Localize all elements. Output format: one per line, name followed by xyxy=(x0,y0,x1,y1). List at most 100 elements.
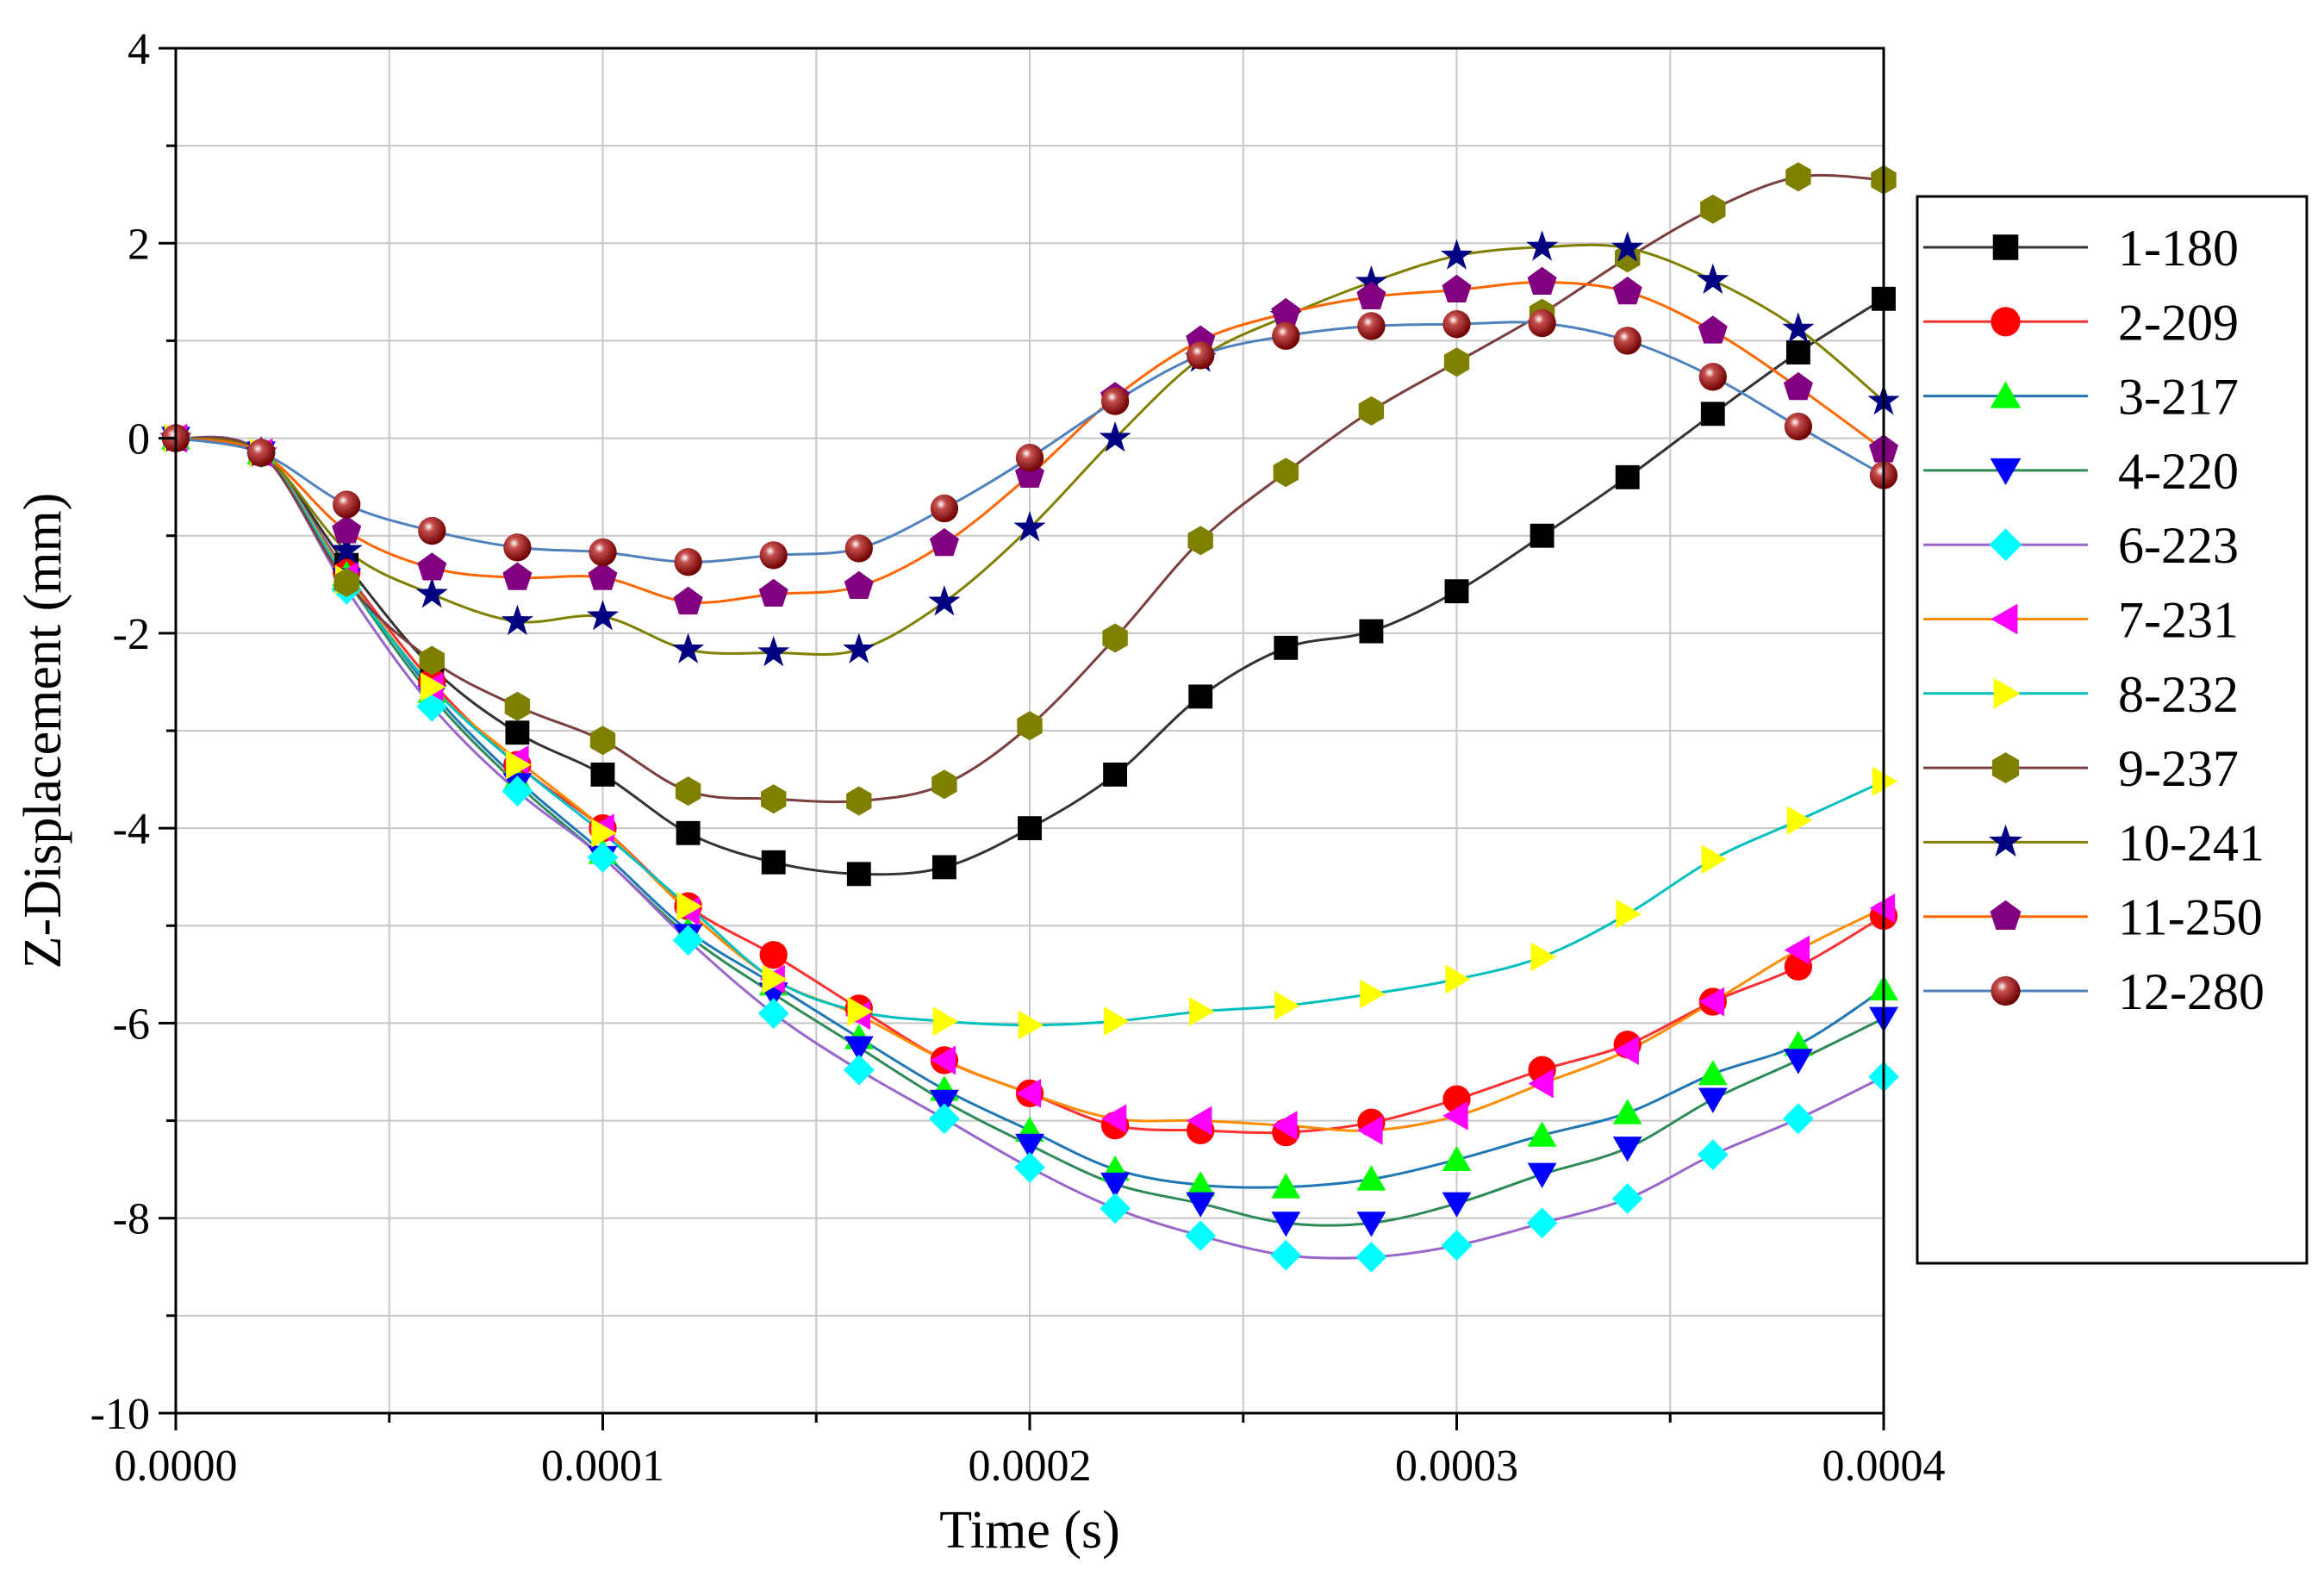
y-tick-label: -6 xyxy=(113,1000,150,1049)
data-point-1-180 xyxy=(1359,619,1384,644)
data-point-10-241 xyxy=(1440,239,1474,270)
data-point-6-223 xyxy=(1270,1239,1302,1271)
legend-item: 3-217 xyxy=(1923,369,2239,426)
data-point-8-232 xyxy=(1530,942,1556,972)
data-point-12-280 xyxy=(1528,308,1556,338)
data-point-9-237 xyxy=(675,776,701,807)
data-point-11-250 xyxy=(673,586,703,615)
data-point-4-220 xyxy=(1271,1212,1301,1237)
data-point-12-280 xyxy=(246,439,276,467)
data-point-6-223 xyxy=(1014,1152,1045,1183)
data-point-11-250 xyxy=(1271,297,1301,327)
data-point-9-237 xyxy=(504,691,531,721)
legend: 1-180 2-209 3-217 4-220 6-223 7-231 8-232 9-237… xyxy=(1916,195,2308,1265)
data-point-3-217 xyxy=(1527,1121,1557,1147)
data-point-12-280 xyxy=(1442,310,1471,339)
legend-label: 1-180 xyxy=(2118,220,2239,277)
data-point-9-237 xyxy=(1785,162,1811,192)
data-point-6-223 xyxy=(929,1103,960,1135)
data-point-10-241 xyxy=(928,585,961,616)
data-point-10-241 xyxy=(330,533,363,564)
data-point-11-250 xyxy=(1356,281,1386,309)
data-point-11-250 xyxy=(758,578,788,607)
data-point-3-217 xyxy=(1186,1171,1216,1197)
legend-marker xyxy=(1993,677,2021,709)
x-axis-label: Time (s) xyxy=(939,1501,1120,1560)
data-point-6-223 xyxy=(844,1054,875,1086)
data-point-6-223 xyxy=(1185,1220,1216,1251)
data-point-12-280 xyxy=(503,533,532,562)
data-point-6-223 xyxy=(1100,1193,1131,1224)
legend-label: 2-209 xyxy=(2118,294,2239,351)
data-point-11-250 xyxy=(417,552,447,581)
data-point-9-237 xyxy=(1017,711,1043,741)
data-point-7-231 xyxy=(1784,935,1810,965)
data-point-10-241 xyxy=(1697,263,1729,295)
legend-label: 9-237 xyxy=(2118,740,2239,797)
data-point-12-280 xyxy=(589,538,617,567)
data-point-8-232 xyxy=(1786,806,1812,835)
data-point-6-223 xyxy=(502,776,533,807)
data-point-9-237 xyxy=(1700,194,1726,224)
data-point-6-223 xyxy=(757,998,789,1029)
data-point-9-237 xyxy=(761,784,787,814)
data-point-7-231 xyxy=(930,1045,956,1075)
data-point-4-220 xyxy=(1100,1172,1130,1199)
data-point-11-250 xyxy=(1527,266,1557,295)
data-point-1-180 xyxy=(846,862,871,887)
data-point-6-223 xyxy=(1783,1103,1814,1135)
data-point-12-280 xyxy=(930,494,959,523)
data-point-12-280 xyxy=(844,534,873,563)
data-point-12-280 xyxy=(1187,341,1215,370)
data-point-11-250 xyxy=(502,562,533,590)
data-point-8-232 xyxy=(421,672,446,701)
legend-item: 6-223 xyxy=(1923,517,2239,574)
data-point-8-232 xyxy=(762,964,788,994)
data-point-12-280 xyxy=(1100,387,1130,415)
data-point-7-231 xyxy=(1528,1068,1554,1099)
data-point-10-241 xyxy=(1099,421,1131,452)
data-point-8-232 xyxy=(1701,844,1727,875)
data-point-4-220 xyxy=(1698,1087,1728,1113)
data-point-3-217 xyxy=(1612,1099,1642,1124)
data-point-8-232 xyxy=(1274,991,1300,1020)
data-point-9-237 xyxy=(931,769,957,800)
data-point-8-232 xyxy=(847,996,873,1026)
data-point-7-231 xyxy=(1272,1111,1298,1141)
data-point-1-180 xyxy=(1785,340,1810,364)
data-point-9-237 xyxy=(846,786,872,816)
data-point-9-237 xyxy=(333,568,359,597)
x-tick-label: 0.0002 xyxy=(969,1442,1092,1491)
legend-label: 3-217 xyxy=(2118,369,2239,426)
data-point-8-232 xyxy=(1445,964,1471,994)
legend-marker xyxy=(1991,307,2021,337)
data-point-9-237 xyxy=(1273,458,1299,488)
data-point-12-280 xyxy=(418,516,446,545)
data-point-9-237 xyxy=(1443,347,1470,377)
data-point-3-217 xyxy=(1271,1173,1301,1199)
data-point-10-241 xyxy=(672,632,705,663)
legend-marker xyxy=(1991,752,2020,784)
data-point-6-223 xyxy=(1441,1230,1473,1261)
data-point-10-241 xyxy=(757,635,790,667)
data-point-12-280 xyxy=(1698,363,1727,391)
legend-item: 4-220 xyxy=(1923,443,2239,500)
legend-marker xyxy=(1989,528,2022,562)
data-point-4-220 xyxy=(1442,1192,1472,1218)
data-point-10-241 xyxy=(415,577,448,608)
legend-item: 8-232 xyxy=(1923,666,2239,723)
legend-marker xyxy=(1988,824,2023,857)
data-point-10-241 xyxy=(586,600,620,631)
x-tick-labels: 0.0000 0.0001 0.0002 0.0003 0.0004 xyxy=(115,1442,1946,1491)
data-point-12-280 xyxy=(333,490,361,519)
legend-marker xyxy=(1991,603,2018,635)
data-point-8-232 xyxy=(1360,979,1386,1009)
legend-item: 9-237 xyxy=(1923,740,2239,797)
x-tick-label: 0.0003 xyxy=(1395,1442,1518,1491)
y-tick-labels: -10 -8 -6 -4 -2 0 2 4 xyxy=(90,25,150,1439)
data-point-10-241 xyxy=(1013,511,1046,542)
y-tick-label: -10 xyxy=(90,1390,150,1439)
data-point-8-232 xyxy=(1018,1010,1044,1040)
data-point-7-231 xyxy=(1613,1036,1639,1065)
